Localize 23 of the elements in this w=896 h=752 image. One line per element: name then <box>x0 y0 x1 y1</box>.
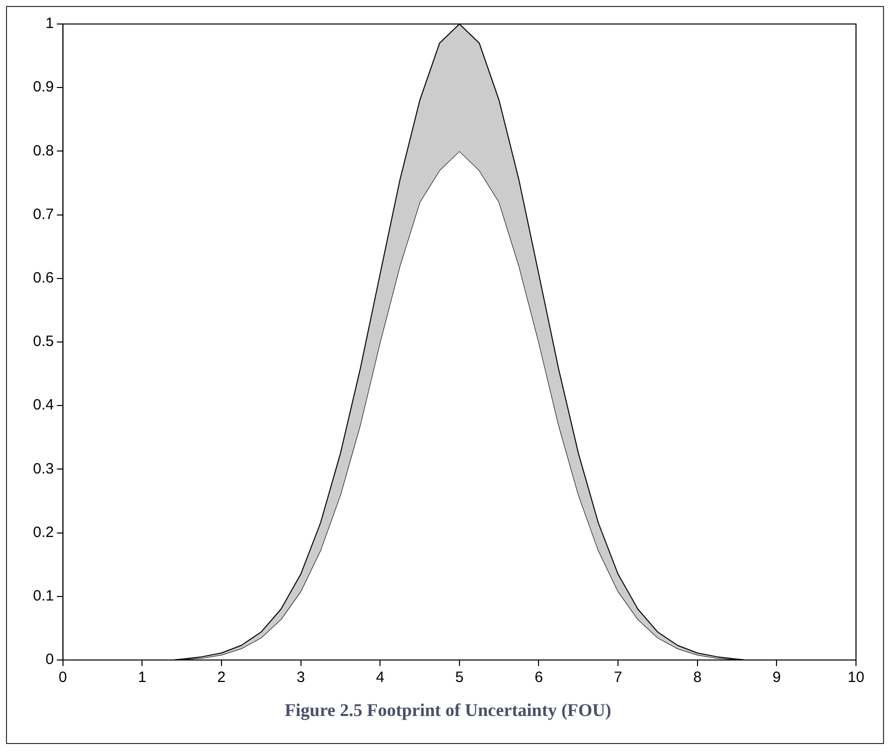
y-tick-label: 0.6 <box>32 270 54 287</box>
x-tick-label: 9 <box>772 669 781 686</box>
text: Figure 2.5 Footprint of Uncertainty (FOU) <box>284 700 612 721</box>
x-tick-label: 1 <box>138 669 146 686</box>
y-tick-label: 0.9 <box>32 78 54 96</box>
y-tick-label: 0.7 <box>32 206 54 223</box>
x-tick-label: 8 <box>693 669 702 686</box>
y-tick-label: 0.8 <box>32 142 54 160</box>
x-tick-label: 7 <box>614 669 622 686</box>
y-tick-label: 0.2 <box>32 524 54 541</box>
x-tick-label: 4 <box>376 669 384 686</box>
x-tick-label: 10 <box>848 669 864 686</box>
y-tick-label: 0.5 <box>32 333 54 350</box>
x-tick-label: 0 <box>58 669 68 686</box>
x-tick-label: 2 <box>217 669 226 686</box>
y-tick-label: 0 <box>46 651 54 668</box>
y-tick-label: 1 <box>46 15 54 32</box>
x-tick-label: 5 <box>455 669 464 686</box>
y-tick-label: 0.1 <box>32 588 54 605</box>
y-tick-label: 0.3 <box>32 460 54 478</box>
x-tick-label: 6 <box>534 669 543 686</box>
x-tick-label: 3 <box>296 669 305 686</box>
y-tick-label: 0.4 <box>32 396 54 414</box>
